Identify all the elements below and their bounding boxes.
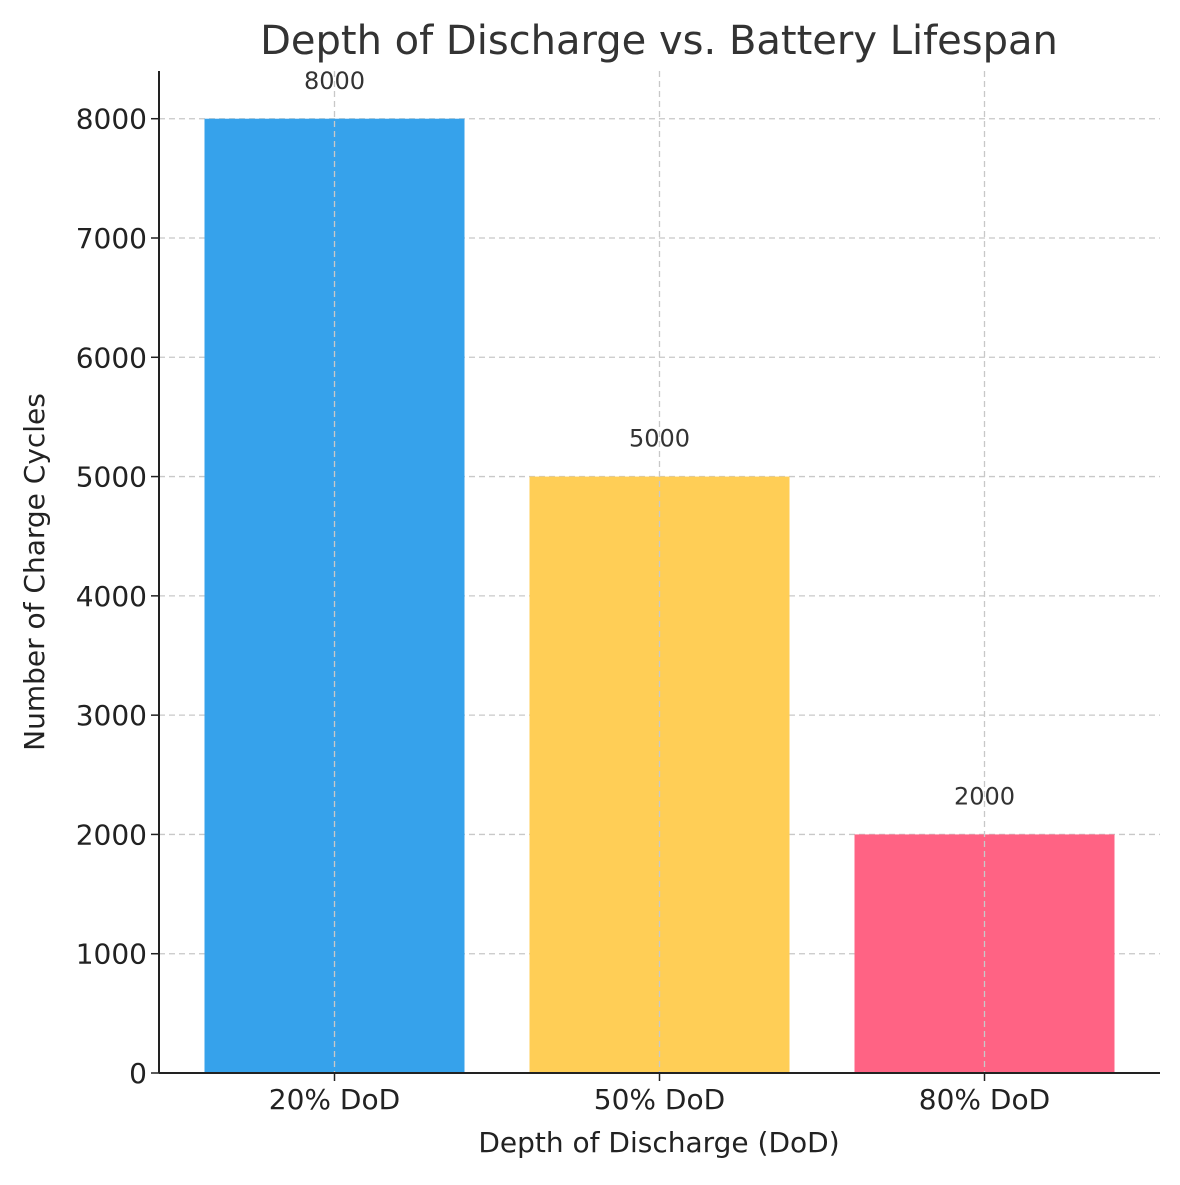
y-tick-label: 1000 [76,938,147,971]
y-tick-label: 0 [129,1057,147,1090]
x-tick-label: 20% DoD [269,1083,400,1116]
y-tick-label: 6000 [76,341,147,374]
y-tick-label: 8000 [76,103,147,136]
y-axis-label: Number of Charge Cycles [18,393,51,751]
y-tick-label: 7000 [76,222,147,255]
data-label: 2000 [954,783,1015,811]
data-label: 8000 [304,67,365,95]
y-tick-label: 3000 [76,699,147,732]
data-labels: 8000 5000 2000 [304,67,1015,811]
y-tick-label: 2000 [76,818,147,851]
x-axis-ticks: 20% DoD 50% DoD 80% DoD [269,1073,1050,1116]
y-tick-label: 4000 [76,580,147,613]
x-axis-label: Depth of Discharge (DoD) [478,1126,839,1159]
chart-title: Depth of Discharge vs. Battery Lifespan [260,18,1058,64]
y-axis-ticks: 0 1000 2000 3000 4000 5000 6000 7000 8000 [76,103,159,1090]
y-tick-label: 5000 [76,461,147,494]
data-label: 5000 [629,425,690,453]
x-tick-label: 50% DoD [594,1083,725,1116]
vertical-grid [333,71,986,1073]
x-tick-label: 80% DoD [919,1083,1050,1116]
